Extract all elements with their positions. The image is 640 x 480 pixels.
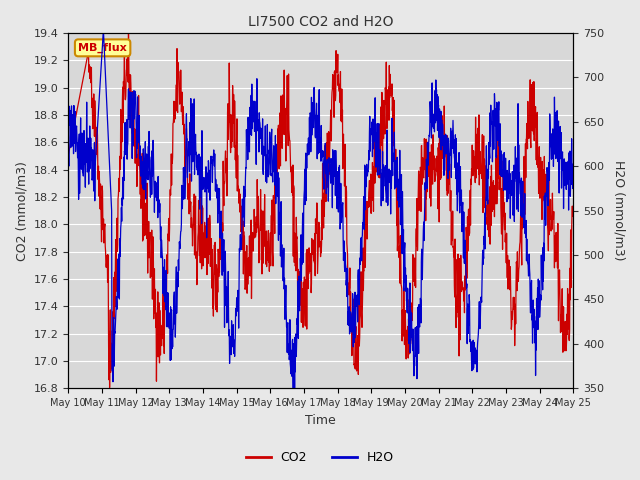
Line: H2O: H2O xyxy=(68,33,573,396)
H2O xyxy=(104,119,111,125)
Title: LI7500 CO2 and H2O: LI7500 CO2 and H2O xyxy=(248,15,394,29)
H2O xyxy=(299,210,307,216)
Y-axis label: CO2 (mmol/m3): CO2 (mmol/m3) xyxy=(15,161,28,261)
H2O xyxy=(124,102,132,108)
H2O xyxy=(353,303,360,309)
CO2 xyxy=(64,153,72,159)
CO2 xyxy=(279,132,287,137)
H2O xyxy=(290,341,298,347)
H2O xyxy=(289,394,297,399)
CO2 xyxy=(104,252,111,258)
CO2 xyxy=(570,210,577,216)
Line: CO2: CO2 xyxy=(68,22,573,388)
Text: MB_flux: MB_flux xyxy=(78,43,127,53)
Y-axis label: H2O (mmol/m3): H2O (mmol/m3) xyxy=(612,160,625,261)
CO2 xyxy=(353,364,360,370)
H2O xyxy=(279,261,287,266)
H2O xyxy=(64,123,72,129)
CO2 xyxy=(124,79,132,85)
X-axis label: Time: Time xyxy=(305,414,336,427)
CO2 xyxy=(290,183,298,189)
H2O xyxy=(99,30,107,36)
CO2 xyxy=(125,19,132,25)
H2O xyxy=(570,171,577,177)
CO2 xyxy=(106,385,113,391)
Legend: CO2, H2O: CO2, H2O xyxy=(241,446,399,469)
CO2 xyxy=(299,292,307,298)
